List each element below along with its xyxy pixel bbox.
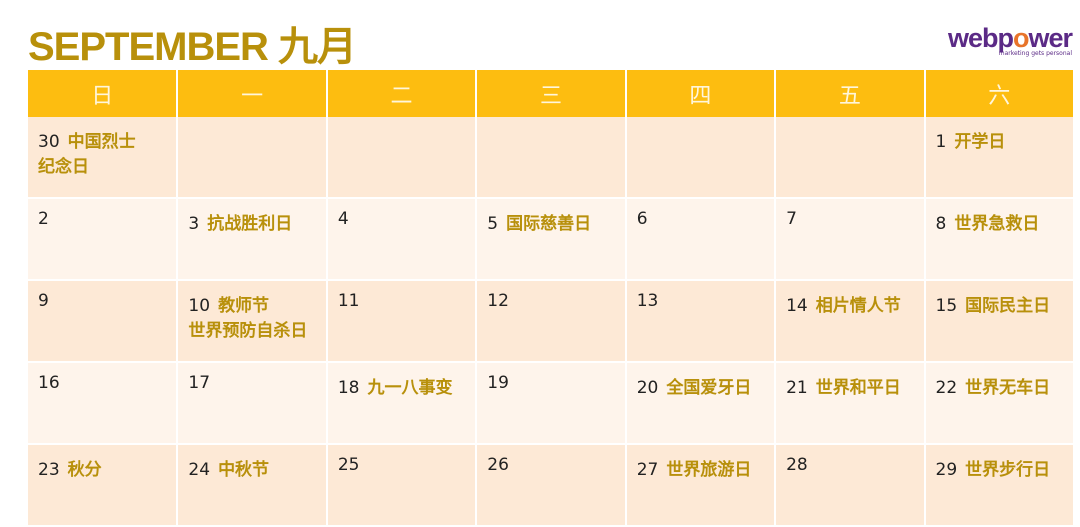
day-cell[interactable]: 25	[326, 444, 478, 527]
day-number: 30	[38, 132, 60, 152]
event-label: 世界旅游日	[666, 460, 752, 480]
day-cell[interactable]: 16	[28, 362, 179, 445]
day-number: 12	[487, 291, 509, 311]
event-label: 全国爱牙日	[666, 378, 752, 398]
week-row: 16 17 18 九一八事变 19 20 全国爱牙日 21 世界和平日 22 世界无车日	[28, 362, 1076, 445]
event-label: 世界无车日	[965, 378, 1051, 398]
day-cell[interactable]: 7	[775, 198, 926, 281]
day-number: 1	[935, 132, 947, 152]
day-number: 6	[636, 209, 648, 229]
webpower-logo: webpower marketing gets personal	[947, 23, 1073, 57]
day-number: 24	[188, 460, 211, 480]
weekday-header: 日	[28, 70, 179, 117]
day-cell[interactable]: 18 九一八事变	[326, 362, 478, 445]
day-cell[interactable]	[476, 117, 627, 199]
day-number: 27	[636, 460, 659, 480]
day-cell[interactable]: 23 秋分	[28, 444, 179, 527]
day-cell[interactable]: 5 国际慈善日	[476, 198, 627, 281]
event-label: 九一八事变	[367, 378, 453, 398]
day-number: 8	[935, 214, 947, 234]
day-number: 10	[188, 296, 211, 316]
day-cell[interactable]: 11	[326, 280, 478, 363]
day-number: 19	[487, 373, 509, 393]
event-label: 中国烈士 纪念日	[38, 132, 136, 177]
week-row: 2 3 抗战胜利日 4 5 国际慈善日 6 7 8 世界急救日	[28, 198, 1076, 281]
day-cell[interactable]: 24 中秋节	[177, 444, 328, 527]
day-cell[interactable]: 30 中国烈士 纪念日	[28, 117, 179, 199]
day-number: 23	[38, 460, 60, 480]
weekday-header: 六	[924, 70, 1076, 117]
day-cell[interactable]: 21 世界和平日	[775, 362, 926, 445]
day-cell[interactable]: 9	[28, 280, 179, 363]
day-number: 29	[935, 460, 958, 480]
day-cell[interactable]: 28	[775, 444, 926, 527]
day-cell[interactable]: 22 世界无车日	[924, 362, 1076, 445]
day-cell[interactable]: 14 相片情人节	[775, 280, 926, 363]
day-cell[interactable]: 6	[625, 198, 777, 281]
day-cell[interactable]: 12	[476, 280, 627, 363]
event-label: 教师节 世界预防自杀日	[188, 296, 308, 341]
logo-tagline: marketing gets personal	[998, 50, 1072, 57]
event-label: 世界步行日	[965, 460, 1051, 480]
day-cell[interactable]: 8 世界急救日	[924, 198, 1076, 281]
day-cell[interactable]: 19	[476, 362, 627, 445]
day-number: 22	[935, 378, 958, 398]
logo-wordmark: webpower	[947, 23, 1073, 53]
day-number: 11	[337, 291, 360, 311]
calendar-grid: 日一二三四五六 30 中国烈士 纪念日 1 开学日 2 3 抗战胜利日 4 5 国际慈善日 6 7 8 世…	[28, 70, 1076, 527]
day-cell[interactable]	[625, 117, 777, 199]
day-number: 28	[786, 455, 808, 475]
event-label: 国际民主日	[965, 296, 1051, 316]
day-cell[interactable]: 10 教师节 世界预防自杀日	[177, 280, 328, 363]
day-cell[interactable]	[775, 117, 926, 199]
day-number: 2	[38, 209, 49, 229]
day-number: 13	[636, 291, 659, 311]
day-number: 17	[188, 373, 211, 393]
day-number: 18	[337, 378, 360, 398]
event-label: 国际慈善日	[506, 214, 592, 234]
day-cell[interactable]: 3 抗战胜利日	[177, 198, 328, 281]
weekday-header: 五	[775, 70, 926, 117]
day-number: 25	[337, 455, 360, 475]
weekday-header: 三	[476, 70, 627, 117]
day-number: 20	[636, 378, 659, 398]
event-label: 开学日	[954, 132, 1006, 152]
day-number: 16	[38, 373, 60, 393]
day-cell[interactable]: 15 国际民主日	[924, 280, 1076, 363]
day-cell[interactable]	[177, 117, 328, 199]
day-number: 3	[188, 214, 200, 234]
day-cell[interactable]: 26	[476, 444, 627, 527]
weekday-header: 一	[177, 70, 328, 117]
weekday-header: 二	[326, 70, 478, 117]
day-number: 14	[786, 296, 808, 316]
event-label: 世界和平日	[815, 378, 901, 398]
day-cell[interactable]: 2	[28, 198, 179, 281]
event-label: 秋分	[67, 460, 102, 480]
event-label: 世界急救日	[954, 214, 1040, 234]
day-cell[interactable]: 29 世界步行日	[924, 444, 1076, 527]
week-row: 30 中国烈士 纪念日 1 开学日	[28, 117, 1076, 199]
weekday-header: 四	[625, 70, 777, 117]
page-title: SEPTEMBER 九月	[28, 25, 357, 69]
event-label: 抗战胜利日	[207, 214, 293, 234]
day-number: 21	[786, 378, 808, 398]
event-label: 中秋节	[218, 460, 270, 480]
event-label: 相片情人节	[815, 296, 901, 316]
day-cell[interactable]: 27 世界旅游日	[625, 444, 777, 527]
day-number: 9	[38, 291, 49, 311]
week-row: 23 秋分 24 中秋节 25 26 27 世界旅游日 28 29 世界步行日	[28, 444, 1076, 527]
day-number: 7	[786, 209, 797, 229]
day-cell[interactable]	[326, 117, 478, 199]
weekday-header-row: 日一二三四五六	[28, 70, 1076, 117]
day-cell[interactable]: 20 全国爱牙日	[625, 362, 777, 445]
day-cell[interactable]: 1 开学日	[924, 117, 1076, 199]
day-number: 15	[935, 296, 958, 316]
day-cell[interactable]: 13	[625, 280, 777, 363]
day-cell[interactable]: 17	[177, 362, 328, 445]
day-cell[interactable]: 4	[326, 198, 478, 281]
day-number: 5	[487, 214, 499, 234]
week-row: 9 10 教师节 世界预防自杀日 11 12 13 14 相片情人节 15 国际民主日	[28, 280, 1076, 363]
day-number: 26	[487, 455, 509, 475]
day-number: 4	[337, 209, 349, 229]
